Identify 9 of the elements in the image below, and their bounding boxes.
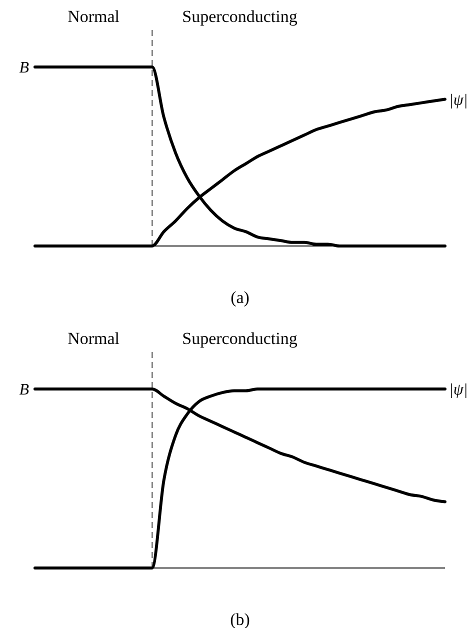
text: Superconducting bbox=[182, 329, 298, 348]
series-label: B bbox=[19, 60, 30, 77]
series-label: |ψ| bbox=[449, 382, 468, 399]
text: Normal bbox=[68, 7, 120, 26]
text: Normal bbox=[68, 329, 120, 348]
text: Superconducting bbox=[182, 7, 298, 26]
text: (a) bbox=[230, 288, 250, 307]
series-label: B bbox=[19, 382, 30, 399]
series-label: |ψ| bbox=[449, 92, 468, 109]
